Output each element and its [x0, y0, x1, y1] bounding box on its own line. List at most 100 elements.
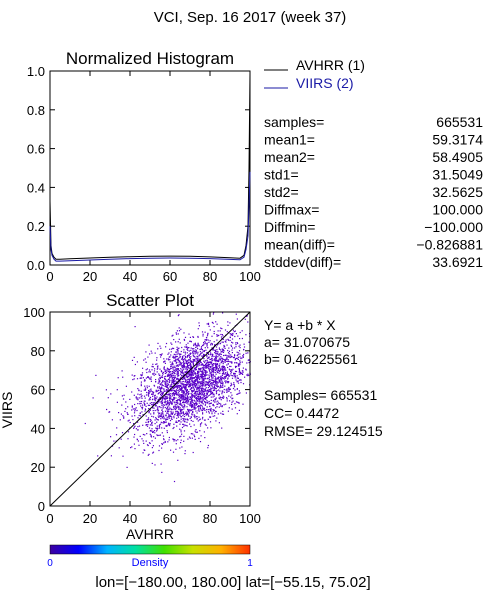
scatter-point: [149, 378, 151, 380]
scatter-point: [233, 356, 235, 359]
scatter-point: [152, 410, 154, 412]
regression-equation: Y= a +b * X: [264, 317, 336, 333]
scatter-point: [209, 361, 211, 363]
scatter-point: [218, 369, 220, 372]
scatter-point: [202, 363, 204, 365]
scatter-point: [181, 396, 183, 398]
scatter-point: [160, 421, 162, 423]
scatter-point: [163, 376, 166, 378]
scatter-point: [175, 406, 177, 408]
scatter-point: [183, 390, 185, 393]
scatter-point: [196, 346, 198, 348]
histogram-legend: AVHRR (1) VIIRS (2): [264, 57, 365, 91]
scatter-point: [231, 341, 233, 343]
scatter-point: [187, 393, 189, 395]
scatter-point: [217, 385, 219, 387]
scatter-point: [179, 360, 181, 362]
scatter-point: [134, 415, 136, 417]
scatter-point: [183, 401, 185, 403]
scatter-point: [197, 398, 200, 400]
scatter-point: [169, 380, 171, 382]
stat-value: 100.000: [432, 202, 483, 218]
scatter-point: [169, 397, 171, 399]
scatter-point: [174, 360, 176, 362]
scatter-point: [122, 455, 124, 457]
scatter-point: [174, 354, 176, 356]
scatter-point: [211, 387, 213, 390]
scatter-point: [175, 357, 177, 359]
scatter-point: [167, 358, 169, 360]
scatter-point: [184, 453, 186, 455]
scatter-point: [194, 406, 196, 408]
scatter-point: [213, 369, 215, 371]
scatter-point: [189, 410, 191, 412]
scatter-point: [192, 402, 194, 404]
scatter-point: [141, 372, 144, 374]
scatter-point: [143, 380, 145, 382]
scatter-point: [159, 380, 161, 382]
scatter-point: [162, 380, 164, 382]
scatter-point: [239, 353, 241, 355]
scatter-point: [190, 405, 192, 407]
scatter-point: [173, 371, 175, 373]
scatter-point: [247, 373, 249, 375]
scatter-point: [145, 351, 147, 353]
scatter-point: [155, 403, 157, 405]
scatter-point: [180, 388, 182, 390]
scatter-point: [207, 391, 209, 393]
scatter-point: [207, 322, 210, 324]
scatter-point: [190, 365, 192, 367]
scatter-point: [194, 351, 196, 353]
scatter-point: [150, 419, 152, 421]
scatter-point: [208, 376, 210, 379]
scatter-point: [186, 389, 188, 391]
scatter-point: [167, 389, 169, 391]
scatter-point: [215, 359, 217, 361]
scatter-point: [171, 383, 173, 385]
scatter-point: [173, 372, 175, 374]
scatter-point: [148, 427, 151, 429]
scatter-point: [179, 402, 181, 404]
scatter-point: [201, 374, 203, 376]
scatter-point: [184, 346, 186, 348]
scatter-point: [169, 393, 171, 395]
scatter-point: [165, 382, 167, 384]
scatter-point: [141, 407, 143, 409]
scatter-point: [145, 440, 147, 442]
scatter-point: [123, 416, 125, 418]
scatter-point: [164, 379, 166, 381]
scatter-point: [220, 378, 222, 380]
scatter-point: [201, 331, 204, 333]
scatter-point: [202, 396, 204, 398]
scatter-point: [225, 376, 227, 378]
scatter-point: [179, 436, 181, 438]
scatter-point: [140, 393, 142, 395]
scatter-point: [215, 321, 217, 323]
scatter-point: [183, 383, 185, 385]
scatter-point: [192, 433, 194, 435]
scatter-point: [201, 352, 203, 354]
scatter-point: [232, 375, 234, 377]
scatter-point: [152, 363, 154, 365]
scatter-point: [176, 401, 178, 403]
scatter-point: [165, 375, 167, 377]
scatter-point: [183, 349, 185, 351]
scatter-point: [217, 400, 219, 402]
scatter-point: [161, 447, 163, 449]
scatter-point: [181, 369, 183, 371]
scatter-point: [189, 403, 191, 405]
scatter-point: [171, 376, 173, 378]
scatter-point: [173, 347, 175, 350]
scatter-point: [173, 374, 175, 376]
scatter-point: [165, 385, 167, 387]
scatter-point: [143, 389, 145, 391]
scatter-point: [199, 400, 201, 402]
scatter-point: [123, 394, 125, 396]
scatter-point: [171, 379, 173, 381]
scatter-point: [181, 346, 183, 349]
scatter-point: [142, 414, 144, 416]
scatter-point: [178, 338, 180, 340]
scatter-point: [192, 395, 194, 397]
scatter-point: [194, 404, 196, 407]
scatter-point: [197, 360, 199, 362]
